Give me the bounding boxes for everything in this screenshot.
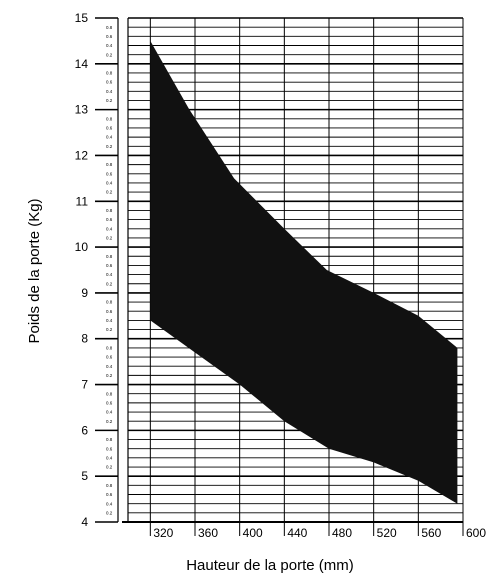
weight-band-area: [150, 40, 458, 504]
y-minor-tick-label: 0.4: [106, 455, 113, 460]
y-tick-label: 13: [75, 103, 89, 117]
axes: [95, 17, 463, 523]
y-minor-tick-label: 0.6: [106, 309, 113, 314]
y-minor-tick-label: 0.2: [106, 281, 113, 286]
y-tick-label: 14: [75, 57, 89, 71]
y-minor-tick-label: 0.2: [106, 373, 113, 378]
x-tick-label: 400: [243, 526, 263, 540]
x-tick-label: 560: [421, 526, 441, 540]
y-tick-label: 15: [75, 11, 89, 25]
x-tick-label: 480: [332, 526, 352, 540]
y-minor-tick-label: 0.6: [106, 400, 113, 405]
y-minor-tick-label: 0.2: [106, 144, 113, 149]
y-minor-tick-label: 0.8: [106, 391, 113, 396]
y-minor-tick-label: 0.6: [106, 126, 113, 131]
y-minor-tick-label: 0.8: [106, 345, 113, 350]
y-minor-tick-label: 0.2: [106, 52, 113, 57]
x-tick-label: 360: [198, 526, 218, 540]
x-axis-title: Hauteur de la porte (mm): [186, 557, 354, 574]
y-minor-tick-label: 0.2: [106, 465, 113, 470]
y-minor-tick-label: 0.4: [106, 364, 113, 369]
y-minor-tick-label: 0.8: [106, 254, 113, 259]
y-minor-tick-label: 0.6: [106, 80, 113, 85]
y-tick-label: 11: [76, 194, 89, 208]
y-tick-label: 12: [75, 148, 89, 162]
y-axis-title: Poids de la porte (Kg): [26, 198, 43, 343]
y-minor-tick-label: 0.8: [106, 208, 113, 213]
y-minor-tick-label: 0.8: [106, 116, 113, 121]
y-minor-tick-label: 0.4: [106, 272, 113, 277]
y-minor-tick-label: 0.4: [106, 318, 113, 323]
y-tick-label: 8: [81, 332, 88, 346]
x-tick-label: 440: [287, 526, 307, 540]
y-minor-tick-label: 0.6: [106, 34, 113, 39]
y-tick-label: 10: [75, 240, 89, 254]
y-minor-tick-label: 0.8: [106, 300, 113, 305]
y-minor-tick-label: 0.8: [106, 437, 113, 442]
y-minor-tick-label: 0.2: [106, 419, 113, 424]
y-minor-tick-label: 0.6: [106, 171, 113, 176]
y-minor-tick-label: 0.2: [106, 98, 113, 103]
x-tick-label: 320: [153, 526, 173, 540]
y-minor-tick-label: 0.8: [106, 483, 113, 488]
y-minor-tick-label: 0.8: [106, 162, 113, 167]
y-minor-tick-label: 0.8: [106, 25, 113, 30]
y-minor-tick-label: 0.2: [106, 190, 113, 195]
y-tick-labels: 4 5 6 7 8 9 10 11 12 13 14 15 0.2 0.4 0.6 0.8 0.2 0.4 0.6 0…: [75, 11, 113, 529]
y-tick-label: 4: [81, 515, 88, 529]
y-tick-label: 6: [81, 423, 88, 437]
x-tick-label: 600: [466, 526, 486, 540]
y-minor-tick-label: 0.8: [106, 71, 113, 76]
y-minor-tick-label: 0.6: [106, 355, 113, 360]
y-tick-label: 9: [81, 286, 88, 300]
y-minor-tick-label: 0.2: [106, 327, 113, 332]
y-minor-tick-label: 0.2: [106, 510, 113, 515]
y-minor-tick-label: 0.4: [106, 501, 113, 506]
y-minor-tick-label: 0.4: [106, 43, 113, 48]
y-tick-label: 5: [81, 469, 88, 483]
y-minor-tick-label: 0.4: [106, 181, 113, 186]
y-minor-tick-label: 0.6: [106, 492, 113, 497]
y-tick-label: 7: [81, 378, 88, 392]
y-minor-tick-label: 0.4: [106, 135, 113, 140]
x-tick-labels: 320 360 400 440 480 520 560 600: [149, 522, 486, 540]
y-minor-tick-label: 0.4: [106, 89, 113, 94]
y-minor-tick-label: 0.6: [106, 263, 113, 268]
y-minor-tick-label: 0.4: [106, 410, 113, 415]
y-minor-tick-label: 0.2: [106, 236, 113, 241]
y-minor-tick-label: 0.6: [106, 446, 113, 451]
y-minor-tick-label: 0.4: [106, 226, 113, 231]
y-minor-tick-label: 0.6: [106, 217, 113, 222]
x-tick-label: 520: [377, 526, 397, 540]
